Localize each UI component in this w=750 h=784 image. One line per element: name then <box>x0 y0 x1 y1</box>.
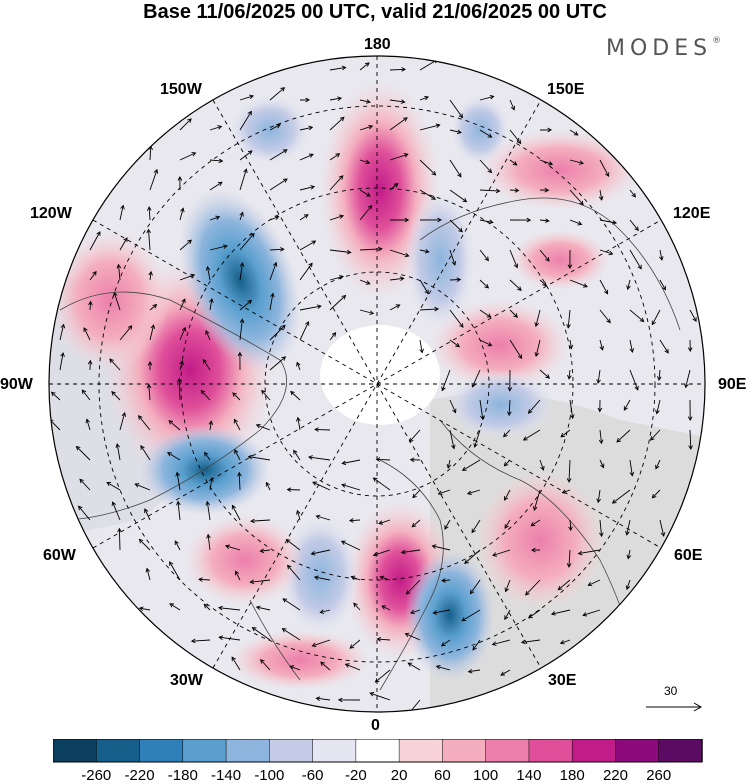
colorbar-tick-label: -100 <box>254 767 284 784</box>
colorbar-tick-label: -20 <box>345 767 367 784</box>
colorbar-tick-label: -60 <box>302 767 324 784</box>
map-fill <box>40 50 720 720</box>
colorbar-cell <box>486 739 530 762</box>
anomaly-negative-70w <box>140 425 270 515</box>
colorbar-cell <box>615 739 659 762</box>
colorbar-cell <box>659 739 703 762</box>
lon-label-150e: 150E <box>547 81 584 99</box>
colorbar-cell <box>183 739 227 762</box>
colorbar-cell <box>53 739 97 762</box>
anomaly-positive-100e <box>510 230 610 290</box>
anomaly-negative-90e <box>445 370 555 440</box>
colorbar-tick-label: 180 <box>560 767 585 784</box>
colorbar-cell <box>399 739 443 762</box>
reference-vector-arrow <box>644 682 706 722</box>
wind-vector <box>315 429 330 430</box>
anomaly-positive-120w <box>50 230 170 370</box>
colorbar-tick-label: -220 <box>125 767 155 784</box>
lon-label-120w: 120W <box>30 205 72 223</box>
colorbar-cell <box>269 739 313 762</box>
colorbar-cell <box>572 739 616 762</box>
lon-label-150w: 150W <box>160 81 202 99</box>
anomaly-negative-120e <box>405 190 475 330</box>
lon-label-180: 180 <box>364 36 391 54</box>
colorbar-cell <box>96 739 140 762</box>
colorbar-tick-label: 60 <box>434 767 451 784</box>
colorbar-cell <box>529 739 573 762</box>
colorbar-tick-label: -140 <box>211 767 241 784</box>
anomaly-positive-50w <box>185 515 305 605</box>
lon-label-30w: 30W <box>170 672 203 690</box>
colorbar-tick-label: 100 <box>473 767 498 784</box>
lon-label-120e: 120E <box>673 205 710 223</box>
colorbar-tick-label: -180 <box>168 767 198 784</box>
wind-vector-head <box>408 711 412 715</box>
anomaly-positive-30w <box>230 630 370 690</box>
lon-label-90w: 90W <box>0 376 33 394</box>
colorbar <box>53 739 703 763</box>
anomaly-positive-150e <box>480 130 640 210</box>
lon-label-60w: 60W <box>43 547 76 565</box>
colorbar-cell <box>313 739 357 762</box>
colorbar-tick-label: 140 <box>516 767 541 784</box>
colorbar-cell <box>442 739 486 762</box>
colorbar-cell <box>356 739 400 762</box>
lon-label-30e: 30E <box>548 672 576 690</box>
colorbar-tick-label: 220 <box>603 767 628 784</box>
colorbar-cell <box>140 739 184 762</box>
wind-vector <box>288 490 301 491</box>
wind-vector <box>119 529 120 550</box>
colorbar-tick-label: 260 <box>646 767 671 784</box>
lon-label-90e: 90E <box>718 376 746 394</box>
lon-label-60e: 60E <box>674 547 702 565</box>
wind-vector <box>450 280 460 281</box>
wind-vector <box>377 459 391 460</box>
colorbar-tick-label: 20 <box>391 767 408 784</box>
colorbar-tick-label: -260 <box>81 767 111 784</box>
lon-label-0: 0 <box>371 717 380 735</box>
colorbar-cell <box>226 739 270 762</box>
